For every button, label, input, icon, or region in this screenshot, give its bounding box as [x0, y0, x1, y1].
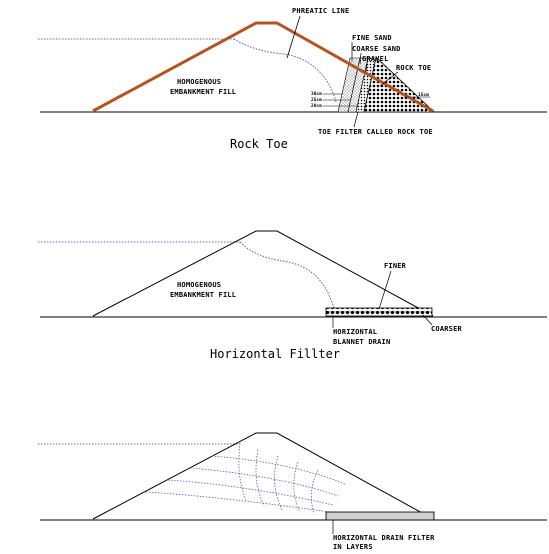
gravel-label: GRAVEL: [362, 55, 389, 63]
panel-horizontal-filter: HOMOGENOUS EMBANKMENT FILL FINER HORIZON…: [38, 230, 547, 361]
toe-filter-leader: [353, 111, 359, 128]
phreatic-line-label: PHREATIC LINE: [292, 7, 349, 15]
drain-label-line1: HORIZONTAL DRAIN FILTER: [333, 534, 435, 542]
toe-filter-label: TOE FILTER CALLED ROCK TOE: [318, 128, 433, 136]
drain-label-line2: IN LAYERS: [333, 543, 373, 551]
drain-label-line2: BLANNET DRAIN: [333, 338, 390, 346]
finer-label: FINER: [384, 262, 407, 270]
fine-sand-label: FINE SAND: [352, 34, 392, 42]
caption-horizontal-filter: Horizontal Fillter: [210, 347, 340, 361]
caption-rock-toe: Rock Toe: [230, 137, 288, 151]
fill-label-line2: EMBANKMENT FILL: [170, 291, 236, 299]
phreatic-line: [239, 241, 335, 309]
fill-label-line1: HOMOGENOUS: [177, 281, 221, 289]
flow-net-equipotential-lines: [238, 442, 319, 515]
phreatic-line-leader: [286, 15, 301, 59]
embankment-outline: [92, 432, 434, 520]
finer-leader: [378, 270, 392, 310]
coarse-sand-label: COARSE SAND: [352, 45, 401, 53]
dim-25cm: 25cm: [311, 97, 322, 103]
fill-label-line2: EMBANKMENT FILL: [170, 88, 236, 96]
fill-label-line1: HOMOGENOUS: [177, 78, 221, 86]
flow-net-flow-lines: [145, 455, 346, 513]
dim-20cm: 20cm: [311, 103, 322, 109]
panel-layered-drain: HORIZONTAL DRAIN FILTER IN LAYERS: [38, 432, 547, 551]
coarser-label: COARSER: [431, 325, 462, 333]
embankment-outline: [92, 230, 434, 317]
rock-toe-leader: [379, 71, 399, 87]
coarser-leader: [422, 314, 433, 326]
panel-rock-toe: PHREATIC LINE HOMOGENOUS EMBANKMENT FILL…: [38, 7, 547, 151]
dim-30cm: 30cm: [311, 91, 322, 97]
horizontal-drain-filter-in-layers: [325, 511, 435, 521]
dim-15cm: 15cm: [418, 92, 429, 98]
rock-toe-label: ROCK TOE: [396, 64, 431, 72]
drain-label-line1: HORIZONTAL: [333, 328, 377, 336]
gravel-leader: [365, 62, 368, 73]
coarse-sand-leader: [359, 52, 362, 65]
embankment-outline: [92, 21, 434, 113]
